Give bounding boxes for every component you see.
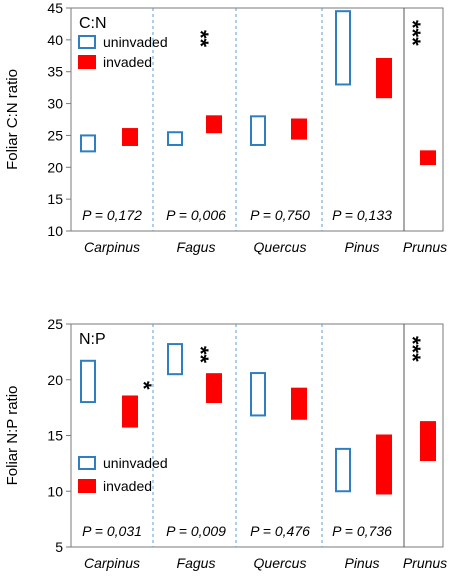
p2-category-label: Fagus	[177, 555, 216, 571]
p1-y-tick-label: 45	[47, 0, 63, 16]
p2-p-value: P = 0,736	[332, 523, 392, 539]
p2-y-tick-label: 25	[47, 316, 63, 332]
p1-y-tick-label: 15	[47, 191, 63, 207]
p1-p-value: P = 0,172	[82, 207, 142, 223]
p2-category-label: Prunus	[403, 555, 447, 571]
p1-legend-label-invaded: invaded	[103, 54, 152, 70]
p2-y-tick-label: 20	[47, 372, 63, 388]
p1-y-axis-title: Foliar C:N ratio	[4, 69, 21, 170]
p2-significance-marker: *	[131, 381, 156, 390]
p1-p-value: P = 0,133	[332, 207, 392, 223]
p2-y-tick-label: 15	[47, 428, 63, 444]
p1-panel-label: C:N	[79, 15, 107, 32]
p2-box-invaded-fagus	[206, 373, 222, 404]
p1-y-tick-label: 30	[47, 96, 63, 112]
p1-category-label: Carpinus	[84, 239, 140, 255]
p1-y-tick-label: 25	[47, 127, 63, 143]
p2-box-uninvaded-fagus	[167, 343, 183, 376]
p2-y-axis-title: Foliar N:P ratio	[4, 386, 21, 486]
p1-box-invaded-quercus	[291, 118, 307, 140]
p1-legend-swatch-uninvaded	[78, 35, 96, 49]
p1-p-value: P = 0,750	[250, 207, 310, 223]
p2-category-label: Quercus	[254, 555, 307, 571]
p2-legend-swatch-uninvaded	[78, 456, 96, 470]
p1-legend-swatch-invaded	[78, 55, 96, 69]
p2-legend-label-invaded: invaded	[103, 478, 152, 494]
p2-category-label: Carpinus	[84, 555, 140, 571]
p2-y-tick-label: 10	[47, 483, 63, 499]
p1-p-value: P = 0,006	[166, 207, 226, 223]
p1-box-invaded-carpinus	[122, 128, 138, 146]
p2-significance-marker: ***	[400, 336, 425, 362]
p2-significance-marker: **	[188, 346, 213, 364]
p2-panel-label: N:P	[79, 331, 106, 348]
p1-category-label: Prunus	[403, 239, 447, 255]
p1-box-uninvaded-quercus	[250, 115, 266, 146]
p1-significance-marker: **	[188, 30, 213, 48]
p1-y-tick-label: 35	[47, 64, 63, 80]
p1-significance-marker: ***	[400, 20, 425, 46]
p2-box-uninvaded-pinus	[335, 447, 351, 493]
p1-box-uninvaded-carpinus	[80, 134, 96, 153]
p1-category-label: Quercus	[254, 239, 307, 255]
p1-plot-frame	[70, 7, 444, 232]
p2-category-label: Pinus	[344, 555, 379, 571]
p2-p-value: P = 0,476	[250, 523, 310, 539]
p1-box-uninvaded-fagus	[167, 131, 183, 146]
p2-box-uninvaded-carpinus	[80, 359, 96, 404]
p1-box-uninvaded-pinus	[335, 10, 351, 86]
p2-box-uninvaded-quercus	[250, 372, 266, 417]
p1-legend-label-uninvaded: uninvaded	[103, 34, 168, 50]
p1-y-tick-label: 10	[47, 223, 63, 239]
p1-box-invaded-pinus	[376, 57, 392, 99]
p2-p-value: P = 0,009	[166, 523, 226, 539]
p2-legend-swatch-invaded	[78, 479, 96, 493]
p1-category-label: Fagus	[177, 239, 216, 255]
p2-box-invaded-pinus	[376, 434, 392, 495]
p1-box-invaded-prunus	[420, 150, 436, 166]
p1-y-tick-label: 40	[47, 32, 63, 48]
p2-p-value: P = 0,031	[82, 523, 142, 539]
p1-category-label: Pinus	[344, 239, 379, 255]
p2-y-tick-label: 5	[55, 539, 63, 555]
p2-box-invaded-quercus	[291, 387, 307, 420]
p2-box-invaded-carpinus	[122, 395, 138, 428]
p2-legend-label-uninvaded: uninvaded	[103, 455, 168, 471]
p2-box-invaded-prunus	[420, 421, 436, 462]
p1-y-tick-label: 20	[47, 159, 63, 175]
p1-box-invaded-fagus	[206, 115, 222, 134]
